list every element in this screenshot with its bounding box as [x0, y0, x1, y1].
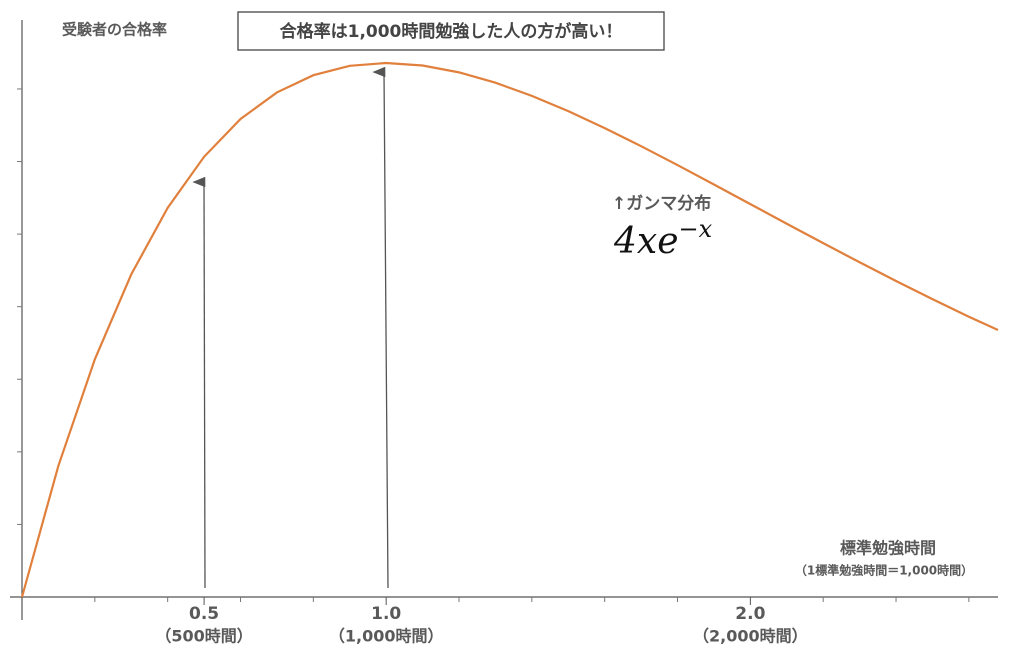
curve: [20, 61, 999, 598]
arrow: [372, 66, 389, 589]
x-tick-label: 1.0: [371, 604, 401, 624]
curve-label: ↑ガンマ分布: [612, 193, 711, 214]
x-axis-note: （1標準勉強時間＝1,000時間）: [795, 563, 973, 578]
callout-box: [237, 11, 665, 51]
formula-base: 4xe: [613, 221, 679, 262]
arrow: [192, 176, 206, 589]
x-tick-label: 2.0: [735, 604, 765, 624]
x-tick-note: （500時間）: [155, 627, 252, 646]
y-axis-label: 受験者の合格率: [62, 21, 167, 39]
x-tick-note: （2,000時間）: [693, 627, 808, 646]
x-tick-note: （1,000時間）: [329, 627, 444, 646]
callout: 合格率は1,000時間勉強した人の方が高い！: [280, 21, 623, 42]
formula-exponent: −x: [679, 215, 713, 243]
x-axis-label: 標準勉強時間: [840, 539, 936, 558]
formula: 4xe−x: [613, 215, 713, 263]
x-tick-label: 0.5: [189, 604, 219, 624]
